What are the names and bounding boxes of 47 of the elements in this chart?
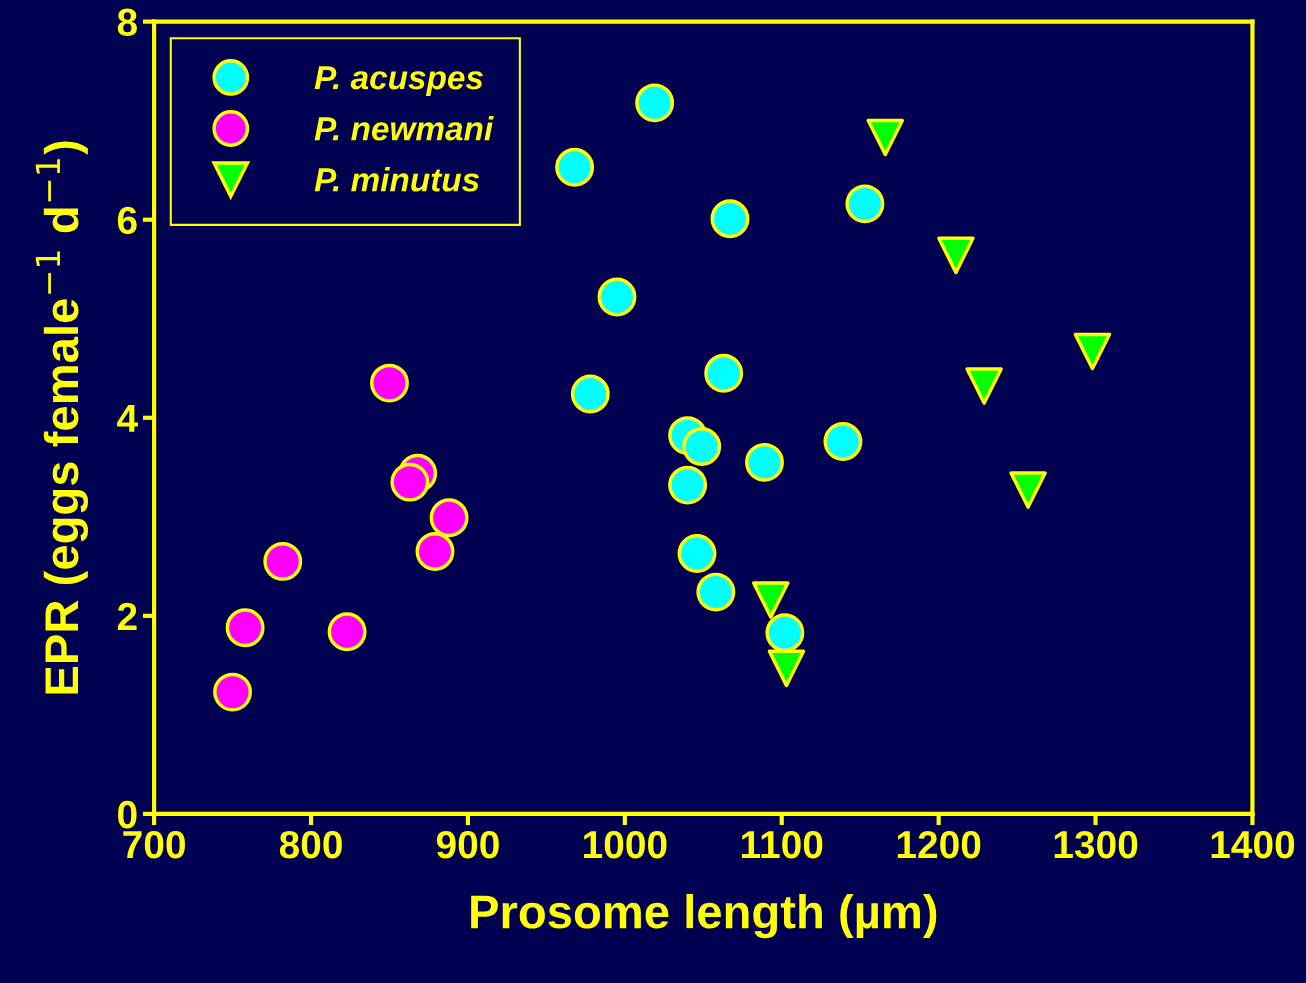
point xyxy=(704,353,744,393)
point xyxy=(767,649,806,688)
point xyxy=(370,363,409,403)
y-tick-label: 4 xyxy=(117,405,138,432)
y-tick-label: 2 xyxy=(117,602,137,630)
point xyxy=(327,612,367,652)
point xyxy=(429,498,469,538)
point xyxy=(1073,332,1112,371)
point xyxy=(555,147,595,187)
x-tick-label: 1400 xyxy=(1211,830,1295,859)
x-tick-label: 1000 xyxy=(584,830,667,859)
x-tick-label: 900 xyxy=(436,830,499,859)
x-axis-title: Prosome length (µm) xyxy=(471,893,937,939)
point xyxy=(682,427,722,466)
point xyxy=(635,83,675,123)
point xyxy=(668,465,708,505)
point xyxy=(213,672,253,712)
point xyxy=(570,374,610,414)
legend-label: P. acuspes xyxy=(314,66,483,97)
point xyxy=(866,118,905,157)
x-tick-label: 1100 xyxy=(742,830,823,859)
x-tick-label: 1200 xyxy=(897,830,981,859)
point xyxy=(390,462,430,502)
point xyxy=(415,532,455,571)
y-tick-label: 0 xyxy=(118,800,137,829)
point xyxy=(710,199,750,239)
point xyxy=(937,236,975,275)
point xyxy=(696,572,736,612)
point xyxy=(263,541,303,581)
y-tick-label: 6 xyxy=(117,206,137,235)
x-tick-label: 1300 xyxy=(1054,830,1138,859)
point xyxy=(823,422,863,461)
point xyxy=(597,277,637,317)
point xyxy=(225,608,265,648)
point xyxy=(1009,471,1047,509)
x-tick-label: 800 xyxy=(279,830,342,859)
x-tick-label: 700 xyxy=(123,830,185,859)
y-tick-label: 8 xyxy=(117,8,137,37)
point xyxy=(965,367,1003,405)
point xyxy=(745,442,784,482)
legend-label: P. newmani xyxy=(314,116,494,141)
point xyxy=(845,184,885,224)
legend-label: P. minutus xyxy=(314,167,480,192)
point xyxy=(765,613,805,653)
point xyxy=(752,581,790,619)
point xyxy=(677,534,717,573)
y-axis-title: EPR (eggs female$^{−1}$ d$^{−1}$) xyxy=(35,141,89,694)
